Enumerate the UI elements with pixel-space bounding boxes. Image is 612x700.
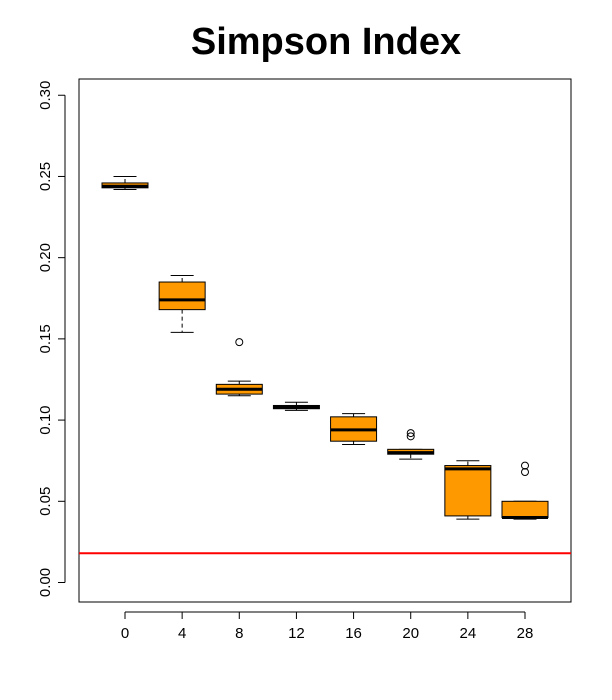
box-28 [501, 461, 549, 520]
y-axis: 0.00 0.05 0.10 0.15 0.20 0.25 0.30 [37, 81, 66, 597]
y-tick-label: 0.30 [37, 81, 54, 110]
box-16 [330, 413, 378, 445]
outlier-point [235, 338, 244, 347]
y-tick-label: 0.25 [37, 162, 54, 191]
y-tick-label: 0.10 [37, 405, 54, 434]
outlier-point [406, 429, 415, 438]
outlier-point [521, 468, 529, 477]
x-tick-label: 12 [288, 625, 305, 642]
x-tick-label: 0 [121, 625, 129, 642]
box-12 [272, 401, 320, 411]
box-20 [387, 429, 435, 460]
x-tick-label: 28 [517, 625, 534, 642]
box-rect [444, 465, 492, 517]
outlier-point [521, 461, 529, 470]
x-tick-label: 24 [460, 625, 477, 642]
box-0 [101, 175, 149, 190]
box-4 [158, 275, 206, 333]
boxes-group [101, 175, 549, 520]
box-rect [158, 281, 206, 311]
x-tick-label: 8 [235, 625, 243, 642]
chart-title: Simpson Index [191, 21, 461, 63]
x-tick-label: 20 [402, 625, 419, 642]
x-tick-label: 16 [345, 625, 362, 642]
x-axis: 0 4 8 12 16 20 24 28 [121, 611, 534, 642]
box-8 [215, 338, 263, 397]
plot-frame [78, 78, 572, 603]
y-tick-label: 0.15 [37, 324, 54, 353]
y-tick-label: 0.00 [37, 568, 54, 597]
y-tick-label: 0.05 [37, 487, 54, 516]
box-24 [444, 460, 492, 520]
x-tick-label: 4 [178, 625, 186, 642]
box-rect [501, 500, 549, 519]
outlier-point [406, 432, 415, 441]
y-tick-label: 0.20 [37, 243, 54, 272]
